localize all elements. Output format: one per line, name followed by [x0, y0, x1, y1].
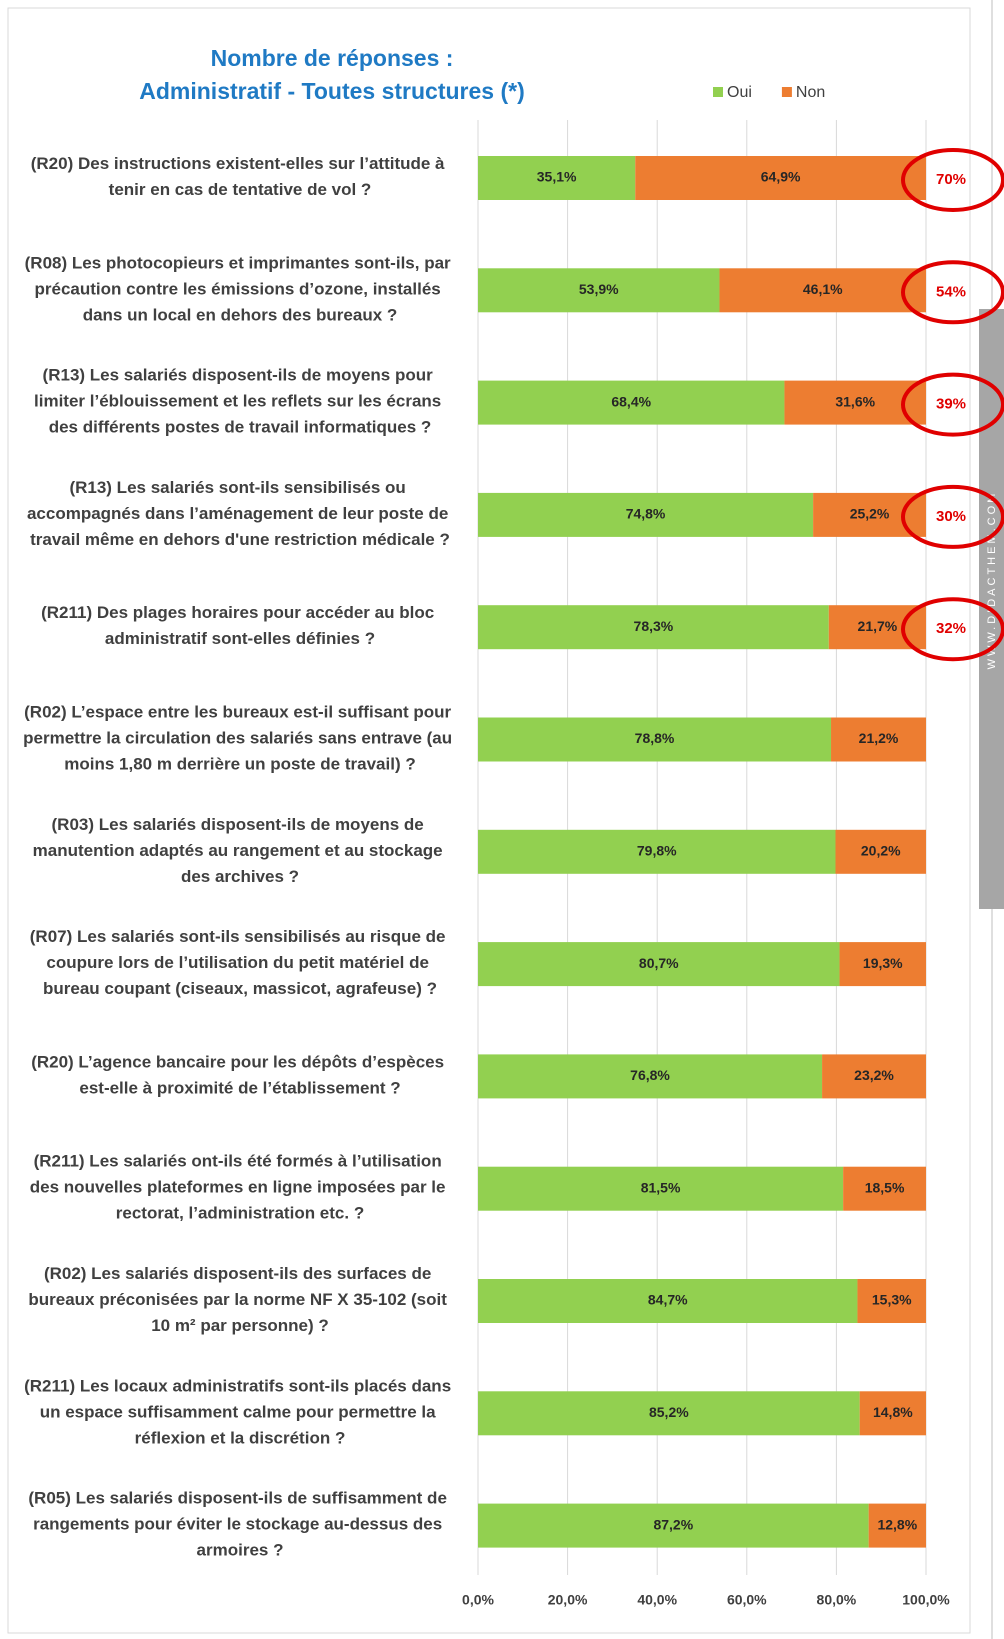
value-label: 31,6%: [835, 393, 875, 409]
value-label: 64,9%: [761, 169, 801, 185]
legend-label: Oui: [727, 84, 752, 101]
annotation-circle: [901, 260, 1004, 325]
bar-segment: [478, 380, 785, 425]
category-label: (R02) Les salariés disposent-ils des sur…: [28, 1264, 451, 1335]
legend-swatch: [781, 87, 792, 97]
bar-segment: [478, 717, 832, 762]
x-tick-label: 0,0%: [462, 1592, 494, 1608]
bar-segment: [478, 492, 814, 537]
value-label: 25,2%: [850, 506, 890, 522]
category-label: (R13) Les salariés sont-ils sensibilisés…: [27, 478, 453, 549]
bar-segment: [831, 717, 926, 762]
annotation: 54%: [936, 283, 966, 300]
chart-title: Administratif - Toutes structures (*): [139, 78, 525, 104]
value-label: 12,8%: [877, 1516, 917, 1532]
legend-swatch: [713, 87, 723, 97]
bar-segment: [719, 268, 926, 313]
category-label: (R211) Des plages horaires pour accéder …: [41, 604, 439, 649]
bar-segment: [839, 942, 926, 987]
value-label: 19,3%: [863, 955, 903, 971]
value-label: 87,2%: [653, 1516, 693, 1532]
bar-segment: [478, 156, 636, 200]
category-label: (R20) L’agence bancaire pour les dépôts …: [31, 1053, 449, 1098]
value-label: 35,1%: [537, 169, 577, 185]
value-label: 46,1%: [803, 281, 843, 297]
x-tick-label: 20,0%: [548, 1592, 588, 1608]
value-label: 84,7%: [648, 1292, 688, 1308]
bar-segment: [478, 1054, 823, 1099]
x-tick-label: 80,0%: [817, 1592, 857, 1608]
value-label: 68,4%: [611, 393, 651, 409]
bar-segment: [478, 1391, 860, 1436]
value-label: 76,8%: [630, 1067, 670, 1083]
category-label: (R02) L’espace entre les bureaux est-il …: [23, 703, 457, 774]
bar-segment: [635, 156, 926, 200]
value-label: 20,2%: [861, 843, 901, 859]
value-label: 80,7%: [639, 955, 679, 971]
category-label: (R211) Les locaux administratifs sont-il…: [24, 1377, 456, 1448]
bar-segment: [478, 1166, 844, 1211]
value-label: 14,8%: [873, 1404, 913, 1420]
annotation: 30%: [936, 508, 966, 525]
category-label: (R05) Les salariés disposent-ils de suff…: [28, 1489, 451, 1560]
bar-segment: [478, 605, 829, 650]
chart-title: Nombre de réponses :: [211, 45, 454, 71]
x-tick-label: 60,0%: [727, 1592, 767, 1608]
category-label: (R03) Les salariés disposent-ils de moye…: [33, 815, 448, 886]
category-label: (R07) Les salariés sont-ils sensibilisés…: [30, 928, 450, 999]
annotation: 39%: [936, 396, 966, 413]
value-label: 74,8%: [626, 506, 666, 522]
category-label: (R20) Des instructions existent-elles su…: [31, 154, 450, 199]
value-label: 79,8%: [637, 843, 677, 859]
bar-segment: [835, 829, 926, 874]
bar-segment: [822, 1054, 926, 1099]
value-label: 21,2%: [859, 730, 899, 746]
bar-segment: [478, 942, 840, 987]
bar-segment: [478, 268, 720, 313]
category-label: (R211) Les salariés ont-ils été formés à…: [30, 1152, 450, 1223]
category-label: (R08) Les photocopieurs et imprimantes s…: [25, 254, 456, 325]
value-label: 21,7%: [858, 618, 898, 634]
value-label: 53,9%: [579, 281, 619, 297]
bar-segment: [857, 1279, 926, 1323]
annotation: 70%: [936, 171, 966, 188]
bar-segment: [478, 1279, 858, 1323]
annotation-circle: [901, 484, 1004, 549]
bar-segment: [478, 1503, 869, 1548]
value-label: 78,8%: [635, 730, 675, 746]
bar-segment: [478, 829, 836, 874]
value-label: 18,5%: [865, 1179, 905, 1195]
value-label: 15,3%: [872, 1292, 912, 1308]
x-tick-label: 40,0%: [637, 1592, 677, 1608]
annotation: 32%: [936, 620, 966, 637]
category-label: (R13) Les salariés disposent-ils de moye…: [34, 366, 446, 437]
value-label: 81,5%: [641, 1179, 681, 1195]
bar-segment: [868, 1503, 926, 1548]
x-tick-label: 100,0%: [902, 1592, 950, 1608]
bar-segment: [859, 1391, 926, 1436]
annotation-circle: [901, 148, 1004, 212]
value-label: 85,2%: [649, 1404, 689, 1420]
annotation-circle: [901, 597, 1004, 662]
annotation-circle: [901, 372, 1004, 437]
bar-segment: [843, 1166, 926, 1211]
value-label: 78,3%: [634, 618, 674, 634]
legend-label: Non: [796, 84, 825, 101]
value-label: 23,2%: [854, 1067, 894, 1083]
